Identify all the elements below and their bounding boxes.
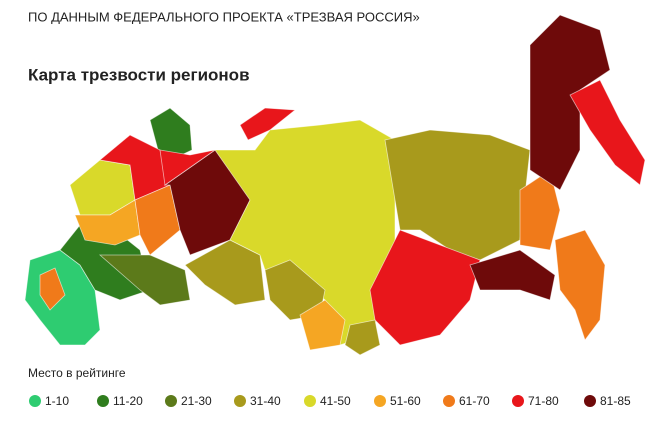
legend-swatch (304, 395, 316, 407)
region (299, 299, 346, 351)
legend-label: 1-10 (45, 394, 69, 408)
legend-swatch (374, 395, 386, 407)
legend-swatch (29, 395, 41, 407)
region (469, 249, 556, 301)
legend-swatch (234, 395, 246, 407)
region (369, 229, 481, 346)
legend-label: 21-30 (181, 394, 212, 408)
legend-label: 31-40 (250, 394, 281, 408)
legend: 1-10 11-20 21-30 31-40 41-50 51-60 61-70 71-80 8… (29, 394, 631, 408)
russia-map (24, 14, 646, 356)
legend-swatch (443, 395, 455, 407)
legend-label: 81-85 (600, 394, 631, 408)
legend-label: 61-70 (459, 394, 490, 408)
legend-swatch (165, 395, 177, 407)
legend-swatch (97, 395, 109, 407)
region (529, 14, 611, 191)
map-title: Карта трезвости регионов (28, 65, 250, 84)
region (239, 107, 297, 141)
legend-label: 41-50 (320, 394, 351, 408)
source-note: ПО ДАННЫМ ФЕДЕРАЛЬНОГО ПРОЕКТА «ТРЕЗВАЯ … (28, 9, 420, 24)
legend-label: 51-60 (390, 394, 421, 408)
legend-label: 11-20 (113, 394, 143, 408)
region (554, 229, 606, 341)
region (134, 184, 181, 256)
legend-title: Место в рейтинге (28, 366, 126, 380)
legend-swatch (584, 395, 596, 407)
region (569, 79, 646, 186)
legend-swatch (512, 395, 524, 407)
region (344, 319, 381, 356)
legend-label: 71-80 (528, 394, 559, 408)
region (39, 267, 66, 311)
